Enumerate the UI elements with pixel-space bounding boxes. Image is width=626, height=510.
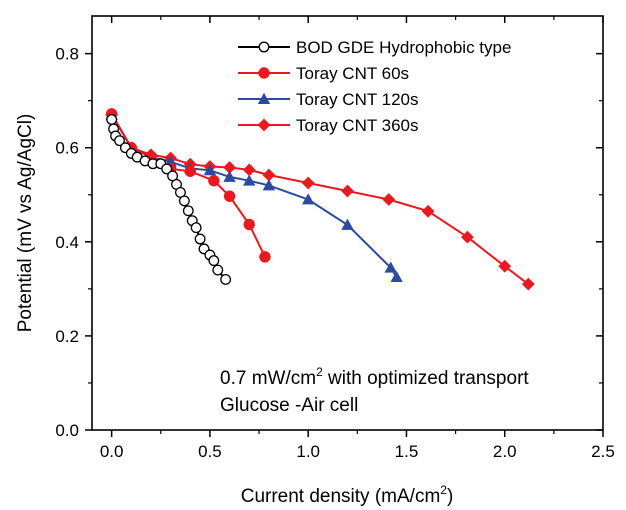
legend-entry: Toray CNT 60s (238, 64, 409, 83)
x-axis-label-end: ) (447, 486, 453, 507)
data-point (223, 170, 236, 182)
data-point (178, 195, 190, 207)
series-0 (106, 114, 232, 285)
legend-label: Toray CNT 360s (296, 116, 419, 135)
annotation-main: Glucose -Air cell (220, 395, 358, 416)
data-point (208, 255, 220, 267)
x-tick-label: 0.0 (100, 442, 124, 461)
y-tick-label: 0.8 (55, 45, 79, 64)
data-point (460, 230, 474, 244)
data-point (384, 261, 397, 273)
legend-marker (258, 67, 270, 79)
legend-label: Toray CNT 120s (296, 90, 419, 109)
legend-marker (257, 118, 271, 132)
x-tick-label: 0.5 (198, 442, 222, 461)
y-axis-label: Potential (mV vs Ag/AgCl) (15, 114, 36, 333)
data-point (114, 135, 125, 147)
annotation-text: 0.7 mW/cm2 with optimized transport (220, 365, 529, 389)
data-point (203, 164, 217, 176)
series-layer (105, 108, 535, 291)
series-line (110, 114, 398, 278)
legend-entry: Toray CNT 360s (238, 116, 419, 135)
data-point (262, 168, 276, 182)
data-point (301, 193, 315, 205)
legend-entry: Toray CNT 120s (238, 90, 419, 109)
x-axis-label: Current density (mA/cm2) (241, 483, 454, 507)
y-tick-label: 0.6 (55, 139, 79, 158)
x-axis-label-main: Current density (mA/cm (241, 486, 441, 507)
data-point (421, 204, 435, 218)
x-tick-label: 2.5 (591, 442, 615, 461)
x-tick-label: 1.0 (296, 442, 320, 461)
y-tick-label: 0.2 (55, 327, 79, 346)
data-point (182, 205, 194, 217)
y-tick-label: 0.0 (55, 421, 79, 440)
data-point (190, 222, 202, 234)
data-point (220, 274, 232, 285)
data-point (341, 218, 354, 230)
annotation-main: 0.7 mW/cm (220, 368, 316, 389)
data-point (259, 251, 271, 263)
x-axis-label-sup: 2 (440, 483, 447, 497)
legend-entry: BOD GDE Hydrophobic type (238, 38, 511, 57)
series-line (110, 113, 266, 258)
annotation-text: Glucose -Air cell (220, 395, 358, 416)
data-point (243, 174, 256, 186)
data-point (212, 264, 224, 276)
series-line (110, 114, 529, 285)
legend-label: Toray CNT 60s (296, 64, 409, 83)
data-point (106, 114, 118, 125)
data-point (223, 190, 236, 202)
axis-label-layer: Current density (mA/cm2)Potential (mV vs… (15, 114, 453, 507)
data-point (194, 233, 206, 245)
data-point (184, 165, 196, 177)
data-point (223, 161, 236, 174)
data-point (301, 176, 315, 190)
data-point (243, 218, 255, 231)
data-point (208, 174, 220, 187)
annotation-layer: 0.7 mW/cm2 with optimized transport Gluco… (220, 365, 529, 416)
x-tick-label: 1.5 (395, 442, 419, 461)
legend: BOD GDE Hydrophobic type Toray CNT 60s Tor… (238, 38, 511, 135)
plot-frame: 0.0 0.5 1.0 1.5 2.0 2.5 0.0 0.2 0.4 0.6 0.8 (55, 15, 615, 461)
x-tick-label: 2.0 (493, 442, 517, 461)
data-point (382, 193, 396, 206)
data-point (161, 163, 173, 175)
data-point (262, 179, 276, 191)
legend-label: BOD GDE Hydrophobic type (296, 38, 511, 57)
plot-border (91, 15, 604, 431)
data-point (498, 259, 512, 273)
legend-marker (258, 41, 270, 53)
data-point (390, 270, 403, 283)
data-point (341, 184, 354, 198)
y-tick-label: 0.4 (55, 233, 79, 252)
data-point (242, 163, 256, 177)
annotation-rest: with optimized transport (323, 368, 530, 389)
legend-marker (257, 92, 271, 104)
series-3 (105, 108, 535, 291)
annotation-sup: 2 (316, 365, 323, 379)
data-point (521, 277, 535, 291)
